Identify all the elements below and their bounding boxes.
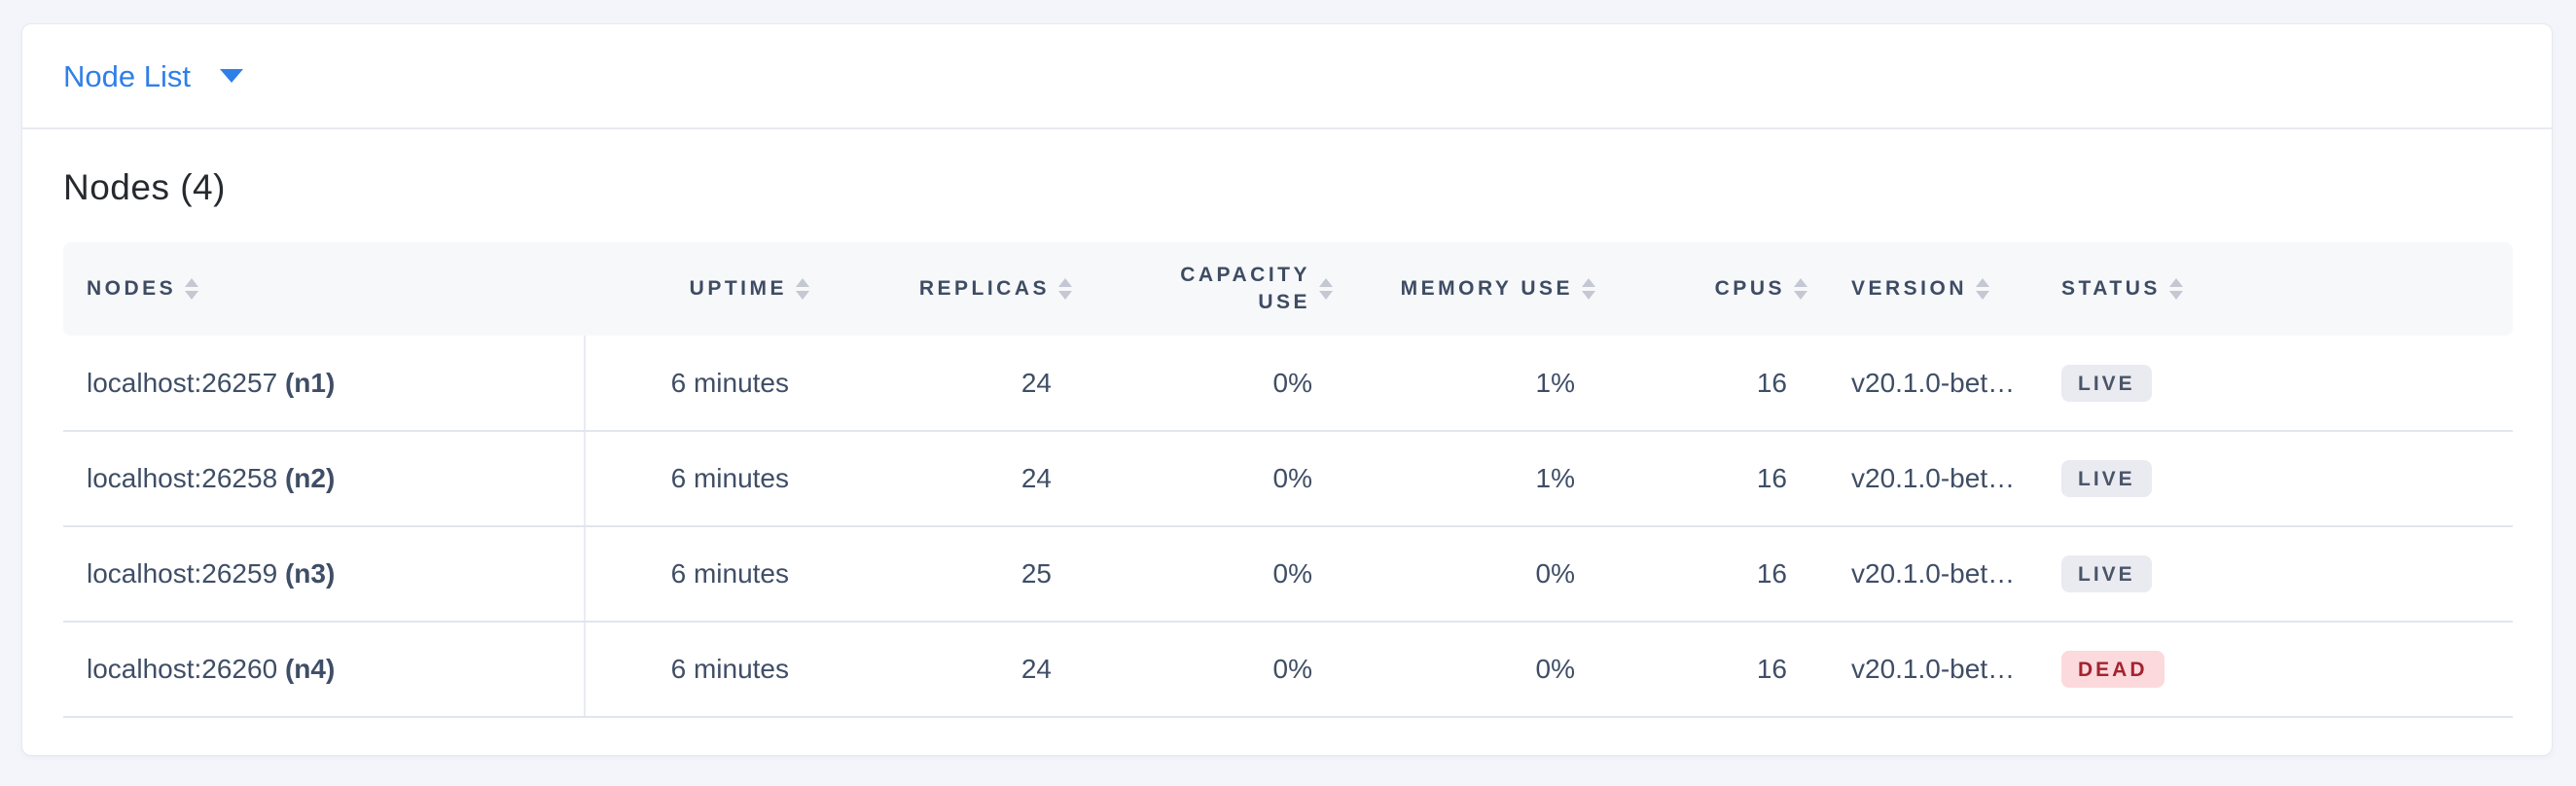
column-header-memory-use[interactable]: MEMORY USE xyxy=(1342,242,1604,336)
nodes-table: NODES UPTIME REPLICAS xyxy=(63,242,2513,718)
uptime-cell: 6 minutes xyxy=(585,431,818,527)
memory-use-cell: 0% xyxy=(1342,526,1604,623)
node-cell: localhost:26259 (n3) xyxy=(63,526,586,623)
sort-icon xyxy=(2168,278,2183,300)
memory-use-cell: 1% xyxy=(1342,336,1604,432)
table-row-node-3[interactable]: localhost:26259 (n3) 6 minutes 25 0% 0% … xyxy=(63,526,2513,623)
status-cell: DEAD xyxy=(2040,622,2513,718)
replicas-cell: 24 xyxy=(818,336,1081,432)
nodes-panel: Nodes (4) NODES UPTIME xyxy=(22,129,2552,718)
sort-icon xyxy=(1582,278,1595,300)
sort-icon xyxy=(1319,278,1333,300)
cpus-cell: 16 xyxy=(1604,622,1816,718)
column-header-cpus[interactable]: CPUS xyxy=(1604,242,1816,336)
node-id: (n2) xyxy=(284,463,336,493)
version-cell: v20.1.0-bet… xyxy=(1816,336,2040,432)
node-address: localhost:26258 xyxy=(87,463,278,493)
status-badge: LIVE xyxy=(2061,555,2152,592)
status-badge: LIVE xyxy=(2061,364,2152,402)
version-cell: v20.1.0-bet… xyxy=(1816,622,2040,718)
table-header-row: NODES UPTIME REPLICAS xyxy=(63,242,2513,336)
node-cell: localhost:26257 (n1) xyxy=(63,336,586,432)
node-id: (n4) xyxy=(284,654,336,684)
replicas-cell: 25 xyxy=(818,526,1081,623)
capacity-use-cell: 0% xyxy=(1081,431,1342,527)
column-header-version[interactable]: VERSION xyxy=(1816,242,2040,336)
memory-use-cell: 0% xyxy=(1342,622,1604,718)
sort-icon xyxy=(1794,278,1807,300)
table-row-node-2[interactable]: localhost:26258 (n2) 6 minutes 24 0% 1% … xyxy=(63,431,2513,527)
status-cell: LIVE xyxy=(2040,431,2513,527)
cpus-cell: 16 xyxy=(1604,431,1816,527)
node-address: localhost:26257 xyxy=(87,367,278,398)
cpus-cell: 16 xyxy=(1604,526,1816,623)
node-list-card: Node List Nodes (4) NODES xyxy=(21,23,2553,756)
status-cell: LIVE xyxy=(2040,526,2513,623)
sort-icon xyxy=(185,278,199,300)
topbar: Node List xyxy=(22,24,2552,129)
node-id: (n1) xyxy=(284,367,336,398)
page-title: Nodes (4) xyxy=(63,167,226,207)
status-badge: LIVE xyxy=(2061,460,2152,497)
column-header-replicas[interactable]: REPLICAS xyxy=(818,242,1081,336)
cpus-cell: 16 xyxy=(1604,336,1816,432)
node-id: (n3) xyxy=(284,558,336,589)
uptime-cell: 6 minutes xyxy=(585,336,818,432)
memory-use-cell: 1% xyxy=(1342,431,1604,527)
view-dropdown[interactable]: Node List xyxy=(63,61,243,91)
column-header-status[interactable]: STATUS xyxy=(2040,242,2513,336)
column-header-nodes[interactable]: NODES xyxy=(63,242,585,336)
caret-down-icon xyxy=(219,69,243,83)
node-address: localhost:26260 xyxy=(87,654,278,684)
node-address: localhost:26259 xyxy=(87,558,278,589)
view-dropdown-label: Node List xyxy=(63,58,191,93)
table-row-node-1[interactable]: localhost:26257 (n1) 6 minutes 24 0% 1% … xyxy=(63,336,2513,432)
node-cell: localhost:26258 (n2) xyxy=(63,431,586,527)
status-badge: DEAD xyxy=(2061,651,2165,688)
uptime-cell: 6 minutes xyxy=(585,622,818,718)
capacity-use-cell: 0% xyxy=(1081,622,1342,718)
replicas-cell: 24 xyxy=(818,431,1081,527)
sort-icon xyxy=(796,278,809,300)
status-cell: LIVE xyxy=(2040,336,2513,432)
version-cell: v20.1.0-bet… xyxy=(1816,526,2040,623)
replicas-cell: 24 xyxy=(818,622,1081,718)
sort-icon xyxy=(1058,278,1072,300)
sort-icon xyxy=(1976,278,1990,300)
column-header-capacity-use[interactable]: CAPACITY USE xyxy=(1081,242,1342,336)
node-cell: localhost:26260 (n4) xyxy=(63,622,586,718)
table-row-node-4[interactable]: localhost:26260 (n4) 6 minutes 24 0% 0% … xyxy=(63,622,2513,718)
version-cell: v20.1.0-bet… xyxy=(1816,431,2040,527)
uptime-cell: 6 minutes xyxy=(585,526,818,623)
capacity-use-cell: 0% xyxy=(1081,526,1342,623)
column-header-uptime[interactable]: UPTIME xyxy=(585,242,818,336)
capacity-use-cell: 0% xyxy=(1081,336,1342,432)
